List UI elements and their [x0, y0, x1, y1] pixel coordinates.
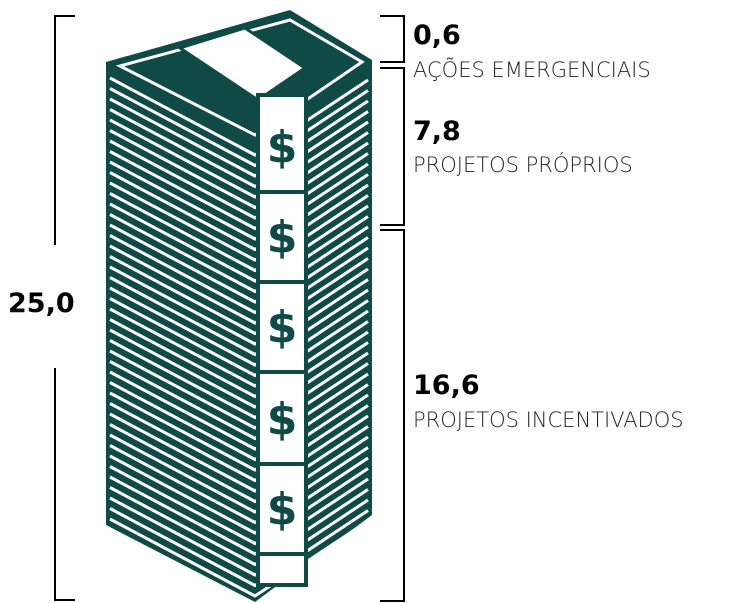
bill-edge: [109, 381, 369, 462]
bill-edge: [109, 433, 369, 514]
bill-edge: [109, 150, 369, 231]
bill-edge: [109, 496, 369, 577]
dollar-sign: $: [267, 484, 298, 535]
bill-edge: [109, 402, 369, 483]
bracket: [380, 67, 405, 226]
bill-edge: [109, 223, 369, 304]
bill-edge: [109, 76, 369, 157]
bill-edge: [109, 108, 369, 189]
bill-edge: [109, 517, 369, 598]
bill-edge: [109, 129, 369, 210]
bill-edge: [109, 297, 369, 378]
bill-edge: [109, 360, 369, 441]
bill-edge: [109, 171, 369, 252]
bill-edge: [109, 486, 369, 567]
bracket: [54, 15, 75, 245]
bill-edge: [109, 444, 369, 525]
segment-value: 7,8: [413, 116, 461, 147]
segment-label: AÇÕES EMERGENCIAIS: [413, 57, 651, 82]
bill-edge: [109, 244, 369, 325]
bill-edge: [109, 349, 369, 430]
bracket: [380, 15, 405, 63]
bill-edge: [109, 234, 369, 315]
bill-edge: [109, 97, 369, 178]
bill-edge: [109, 391, 369, 472]
bill-edge: [109, 87, 369, 168]
bill-edge: [109, 307, 369, 388]
segment-value: 0,6: [413, 20, 461, 51]
bill-edge: [109, 255, 369, 336]
segment-label: PROJETOS PRÓPRIOS: [413, 152, 633, 177]
bill-edge: [109, 265, 369, 346]
bill-edge: [109, 213, 369, 294]
bill-edge: [109, 318, 369, 399]
bill-edge: [109, 160, 369, 241]
total-value: 25,0: [8, 288, 75, 319]
bill-edge: [109, 328, 369, 409]
top-band: [176, 26, 308, 102]
bill-edge: [109, 475, 369, 556]
bill-edge: [109, 423, 369, 504]
bill-edge: [109, 454, 369, 535]
bill-edge: [109, 465, 369, 546]
bracket: [380, 229, 405, 602]
bill-edge: [109, 181, 369, 262]
money-stack: $ $ $ $ $: [106, 10, 372, 602]
dollar-sign: $: [267, 212, 298, 263]
segment-label: PROJETOS INCENTIVADOS: [413, 408, 684, 432]
bill-edge: [109, 118, 369, 199]
band: [256, 93, 308, 587]
bill-edge: [109, 192, 369, 273]
bill-edge: [109, 370, 369, 451]
bill-edge: [109, 286, 369, 367]
dollar-sign: $: [267, 302, 298, 353]
bill-edge: [109, 507, 369, 588]
bill-edge: [109, 276, 369, 357]
bracket: [54, 368, 75, 601]
segment-value: 16,6: [413, 370, 480, 401]
bill-edge: [109, 139, 369, 220]
bill-edge: [109, 412, 369, 493]
dollar-sign: $: [267, 394, 298, 445]
bill-edge: [109, 202, 369, 283]
dollar-sign: $: [267, 122, 298, 173]
bill-edge: [109, 339, 369, 420]
